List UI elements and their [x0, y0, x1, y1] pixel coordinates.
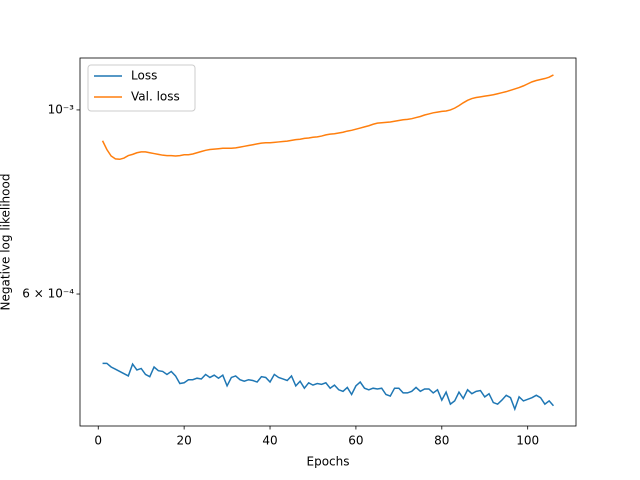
legend-label: Loss — [131, 69, 157, 83]
x-tick-label: 80 — [434, 434, 449, 448]
line-series — [101, 74, 554, 161]
x-tick-label: 40 — [262, 434, 277, 448]
y-axis-label: Negative log likelihood — [0, 174, 13, 311]
line-series — [102, 362, 555, 412]
y-tick-label: 10⁻³ — [48, 102, 75, 116]
legend-label: Val. loss — [131, 90, 180, 104]
x-axis-label: Epochs — [307, 455, 350, 469]
x-tick-label: 0 — [94, 434, 102, 448]
x-tick-label: 60 — [348, 434, 363, 448]
x-tick-label: 20 — [176, 434, 191, 448]
x-tick-label: 100 — [516, 434, 539, 448]
y-tick-label: 6 × 10⁻⁴ — [22, 287, 74, 301]
plot-frame — [79, 57, 577, 427]
